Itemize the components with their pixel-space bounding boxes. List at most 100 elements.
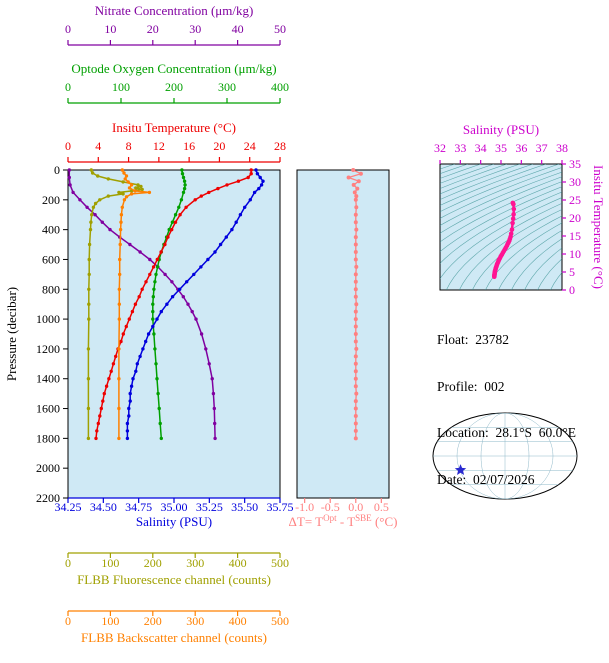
series-point xyxy=(224,235,228,239)
series-point xyxy=(210,377,214,381)
tick-label: 20 xyxy=(213,139,225,153)
series-point xyxy=(89,220,93,224)
series-point xyxy=(87,317,91,321)
series-point xyxy=(133,302,138,306)
tick-label: 34 xyxy=(475,141,487,155)
series-point xyxy=(144,339,148,344)
series-point xyxy=(117,302,122,306)
series-point xyxy=(193,198,197,202)
series-point xyxy=(255,172,260,176)
delta-series-point xyxy=(353,414,358,418)
series-point xyxy=(122,171,126,175)
delta-panel: -1.0 -0.5 0.0 0.5ΔT= TOpt - TSBE (°C) xyxy=(289,168,397,529)
series-point xyxy=(184,205,188,209)
delta-series-point xyxy=(353,309,358,314)
tick-label: 40 xyxy=(232,22,244,36)
isopycnal-line xyxy=(440,191,562,264)
series-point xyxy=(254,168,258,172)
axis-title: Insitu Temperature (°C) xyxy=(112,120,236,135)
series-point xyxy=(190,309,194,314)
info-float: Float: 23782 xyxy=(437,332,510,347)
series-point xyxy=(159,309,163,314)
series-point xyxy=(199,332,204,336)
isopycnal-line xyxy=(537,258,562,290)
series-point xyxy=(163,272,167,277)
ts-panel: 32 33 34 35 36 37 38 Salinity (PSU) 0 5 10 15 20 25 30… xyxy=(434,122,606,297)
tick-label: 400 xyxy=(229,614,247,628)
tick-label: 35.00 xyxy=(161,500,188,514)
series-point xyxy=(243,205,247,209)
tick-label: 4 xyxy=(95,139,101,153)
series-point xyxy=(186,302,190,306)
delta-series-point xyxy=(353,436,358,441)
delta-series-point xyxy=(353,272,358,277)
tick-label: 15 xyxy=(569,229,581,243)
tick-label: 300 xyxy=(186,614,204,628)
series-line xyxy=(126,169,264,439)
series-point xyxy=(138,354,142,359)
series-point xyxy=(216,186,220,191)
tick-label: 1400 xyxy=(36,372,60,386)
delta-series-point xyxy=(358,171,363,176)
series-point xyxy=(117,190,121,195)
series-point xyxy=(156,391,160,396)
map-graticule xyxy=(433,413,577,499)
tick-label: 200 xyxy=(144,556,162,570)
delta-series-point xyxy=(353,220,358,225)
series-point xyxy=(199,194,203,198)
series-point xyxy=(120,205,125,209)
delta-series-point xyxy=(351,168,356,172)
series-point xyxy=(119,339,123,344)
series-point xyxy=(119,213,124,217)
series-point xyxy=(180,168,184,172)
series-point xyxy=(91,205,96,209)
tick-label: 20 xyxy=(569,211,581,225)
tick-label: 35 xyxy=(495,141,507,155)
series-flbb-backscatter-channel-counts xyxy=(117,168,152,441)
series-point xyxy=(258,175,262,180)
isopycnal-contours xyxy=(440,164,562,290)
ts-curve-group xyxy=(492,200,517,280)
tick-label: 16 xyxy=(183,139,195,153)
axis-flbb-backscatter-channel-counts: 0 100 200 300 400 500 FLBB Backscatter channel… xyxy=(65,610,289,645)
tick-label: 400 xyxy=(42,223,60,237)
delta-series-point xyxy=(355,186,360,191)
series-point xyxy=(141,347,145,351)
series-point xyxy=(139,184,143,189)
axis-title: FLBB Fluorescence channel (counts) xyxy=(77,572,271,587)
axis-salinity-psu: 34.25 34.50 34.75 35.00 35.25 35.50 35.75 Salin… xyxy=(55,497,294,529)
ts-curve-point xyxy=(511,212,516,217)
tick-label: 300 xyxy=(186,556,204,570)
series-point xyxy=(249,168,253,172)
series-point xyxy=(102,391,107,396)
tick-label: -1.0 xyxy=(295,500,314,514)
tick-label: 50 xyxy=(274,22,286,36)
tick-label: 36 xyxy=(515,141,527,155)
isopycnal-line xyxy=(498,230,562,290)
series-point xyxy=(170,227,174,232)
tick-label: 0 xyxy=(569,283,575,297)
series-point xyxy=(166,235,170,239)
info-profile: Profile: 002 xyxy=(437,378,505,394)
series-point xyxy=(140,287,144,291)
delta-series-point xyxy=(353,332,358,336)
series-point xyxy=(118,227,123,232)
series-point xyxy=(85,205,89,209)
series-point xyxy=(68,183,72,187)
delta-series-point xyxy=(353,384,358,389)
series-point xyxy=(124,174,129,178)
tick-label: 10 xyxy=(569,247,581,261)
isopycnal-line xyxy=(440,181,562,243)
series-point xyxy=(213,421,217,426)
series-point xyxy=(181,295,185,299)
series-point xyxy=(182,186,187,191)
ts-y-axis-title: Insitu Temperature (°C) xyxy=(591,165,606,289)
series-point xyxy=(159,436,163,441)
series-point xyxy=(129,192,134,196)
delta-title-pre: ΔT= T xyxy=(289,514,324,529)
series-point xyxy=(170,280,174,284)
series-point xyxy=(101,399,105,403)
series-point xyxy=(117,406,121,411)
series-point xyxy=(99,406,104,411)
